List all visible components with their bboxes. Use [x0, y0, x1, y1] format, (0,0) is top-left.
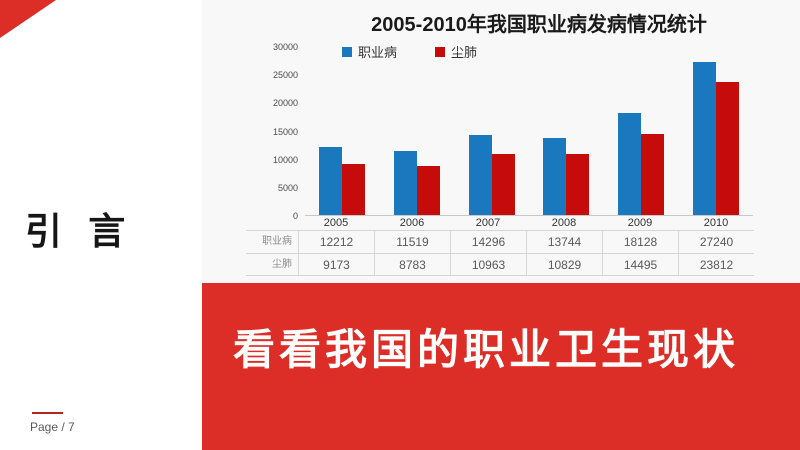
table-year-label: 2006 [399, 217, 425, 229]
bar-s0-2007 [468, 134, 492, 215]
table-corner-cell [246, 217, 298, 230]
bar-group-2009 [604, 47, 679, 215]
y-tick-label: 5000 [277, 182, 298, 193]
y-tick-label: 15000 [272, 126, 298, 137]
legend-label: 尘肺 [451, 45, 478, 60]
bar-s0-2010 [692, 62, 716, 215]
legend-item-0: 职业病 [342, 42, 397, 61]
legend-swatch [342, 46, 352, 57]
plot-area [305, 47, 753, 216]
data-table: 2005 2006 2007 2008 2009 2010 职业病 12212 11519 142… [246, 217, 754, 276]
y-tick-label: 20000 [272, 98, 298, 109]
message-banner: 看看我国的职业卫生现状 [202, 283, 800, 450]
table-year-label: 2010 [703, 217, 729, 229]
bar-group-2006 [380, 47, 455, 215]
bar-group-2005 [305, 47, 380, 215]
bar-s1-2006 [417, 165, 440, 215]
bar-s1-2008 [566, 154, 590, 215]
legend-label: 职业病 [358, 45, 398, 60]
table-year-label: 2007 [475, 217, 501, 229]
chart-panel: 2005-2010年我国职业病发病情况统计 职业病 尘肺 0 5000 10000 15… [202, 0, 800, 283]
bar-s0-2005 [319, 146, 343, 215]
bar-s1-2005 [342, 163, 366, 215]
table-year-label: 2009 [627, 217, 653, 229]
table-row-label: 职业病 [262, 236, 292, 247]
table-value-cell: 11519 [374, 231, 450, 253]
bar-s0-2006 [394, 150, 417, 215]
table-value-cell: 9173 [298, 254, 374, 276]
table-value-cell: 14296 [450, 231, 526, 253]
table-value-cell: 10963 [450, 254, 526, 276]
table-value-cell: 23812 [678, 254, 754, 276]
chart-legend: 职业病 尘肺 [342, 42, 477, 61]
legend-swatch [435, 46, 446, 57]
bar-s1-2009 [641, 133, 665, 215]
table-value-cell: 8783 [374, 254, 450, 276]
y-tick-label: 10000 [272, 154, 298, 165]
bar-group-2007 [454, 47, 529, 215]
table-value-cell: 14495 [602, 254, 678, 276]
banner-text: 看看我国的职业卫生现状 [232, 326, 739, 373]
corner-accent-triangle [0, 0, 56, 38]
table-value-cell: 27240 [678, 231, 754, 253]
bar-s1-2010 [715, 81, 739, 215]
page-footer-rule [32, 412, 63, 414]
bar-s0-2009 [618, 113, 642, 215]
y-tick-label: 25000 [272, 70, 298, 81]
page-number: Page / 7 [30, 420, 75, 434]
table-year-label: 2008 [551, 217, 577, 229]
table-header-row: 2005 2006 2007 2008 2009 2010 [246, 217, 754, 230]
table-row-1: 尘肺 9173 8783 10963 10829 14495 23812 [246, 253, 754, 276]
table-row-0: 职业病 12212 11519 14296 13744 18128 27240 [246, 230, 754, 253]
table-year-label: 2005 [323, 217, 349, 229]
bar-group-2010 [678, 47, 753, 215]
table-value-cell: 12212 [298, 231, 374, 253]
table-value-cell: 13744 [526, 231, 602, 253]
chart-title: 2005-2010年我国职业病发病情况统计 [371, 14, 707, 36]
bar-s1-2007 [491, 153, 515, 215]
bar-group-2008 [529, 47, 604, 215]
section-title: 引 言 [25, 211, 134, 252]
y-tick-label: 30000 [272, 42, 298, 52]
table-value-cell: 18128 [602, 231, 678, 253]
table-row-label: 尘肺 [272, 259, 292, 270]
legend-item-1: 尘肺 [435, 42, 477, 61]
table-value-cell: 10829 [526, 254, 602, 276]
bar-s0-2008 [543, 138, 567, 215]
